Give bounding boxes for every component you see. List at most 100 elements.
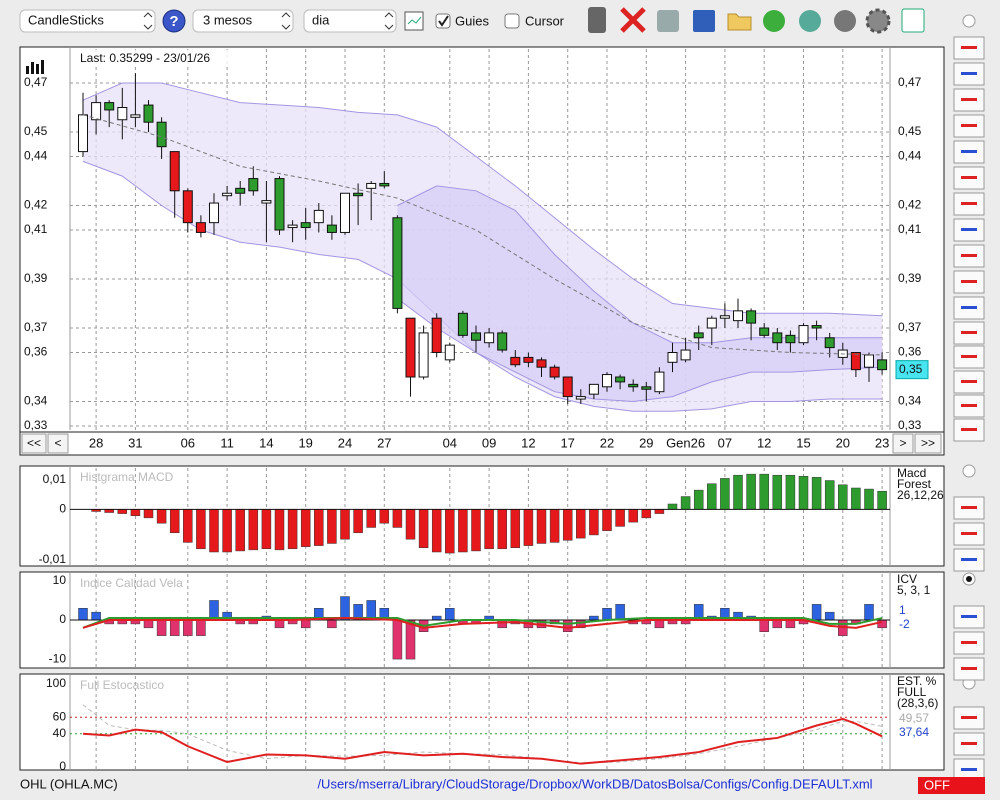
tool-glyph (961, 254, 977, 257)
bar (811, 604, 822, 621)
bar (589, 509, 599, 536)
indicator-line (82, 617, 883, 629)
candle-body (405, 317, 416, 378)
bar (562, 509, 573, 541)
y-tick-label: 0,45 (24, 124, 48, 138)
select-arrow (143, 12, 153, 30)
state-badge[interactable] (918, 777, 985, 794)
interval-select[interactable] (303, 9, 397, 33)
bar (838, 484, 848, 510)
candle-body (340, 192, 350, 233)
nav-button[interactable] (21, 433, 47, 454)
candle-body (326, 224, 337, 233)
open-icon[interactable] (727, 13, 752, 31)
bar (785, 474, 796, 510)
x-tick-label: 27 (377, 435, 391, 450)
bar (864, 488, 874, 510)
bar (183, 619, 193, 636)
bar (785, 619, 796, 629)
bar (353, 509, 363, 534)
x-tick-label: 07 (718, 435, 732, 450)
candle-body (654, 371, 665, 393)
period-select[interactable] (192, 9, 294, 33)
candle-body (693, 332, 704, 339)
bar (91, 611, 101, 621)
bar (196, 509, 206, 550)
currency-icon[interactable] (834, 10, 856, 32)
y-tick-label: 40 (53, 726, 67, 740)
panel (19, 673, 945, 771)
candle-body (746, 310, 757, 324)
bar (536, 509, 547, 544)
x-tick-label: 20 (836, 435, 850, 450)
y-tick-label-right: 0,37 (898, 320, 922, 334)
calendar-icon[interactable] (901, 8, 925, 33)
chart-type-select[interactable] (19, 9, 156, 33)
candle-body (392, 217, 403, 309)
bar (235, 509, 245, 552)
bar (327, 619, 337, 629)
tool-glyph (961, 228, 977, 231)
sync-icon[interactable] (799, 10, 821, 32)
y-tick-label: 0 (59, 502, 66, 516)
logo-bar (31, 62, 34, 74)
bar (261, 509, 272, 550)
y-tick-label: -0,01 (39, 552, 67, 566)
bar (418, 509, 429, 548)
y-tick-label: 0,01 (43, 472, 67, 486)
candle-body (78, 114, 88, 153)
bar (471, 509, 481, 552)
bar (274, 509, 285, 551)
print-icon[interactable] (657, 10, 679, 32)
refresh-icon[interactable] (763, 10, 785, 32)
radio[interactable] (962, 14, 976, 28)
logo-bar (41, 60, 44, 74)
tool-glyph (961, 380, 977, 383)
bar (746, 473, 756, 510)
candle-body (274, 178, 285, 231)
candle-body (733, 310, 743, 322)
x-tick-label: 12 (757, 435, 771, 450)
nav-button[interactable] (914, 433, 942, 454)
bar (720, 478, 730, 510)
panel-title: Histgrama MACD (80, 470, 174, 484)
settings-icon[interactable] (865, 8, 891, 34)
y-tick-label: 0 (59, 612, 66, 626)
y-tick-label-right: 0,39 (898, 271, 922, 285)
save-icon[interactable] (693, 10, 715, 32)
delete-icon[interactable] (620, 7, 646, 33)
candle-body (444, 344, 455, 361)
candle-body (418, 332, 429, 378)
bar (300, 509, 311, 547)
bar (693, 489, 704, 510)
y-tick-label: 60 (53, 709, 67, 723)
last-price: 0,35 (899, 362, 923, 376)
bar (431, 615, 442, 621)
indicator-line (82, 114, 883, 356)
help-button[interactable] (162, 9, 186, 33)
bar (772, 619, 783, 629)
bar (733, 474, 743, 510)
candle-body (182, 190, 193, 224)
x-tick-label: 06 (181, 435, 195, 450)
cursor-checkbox[interactable] (504, 13, 520, 29)
trash-icon[interactable] (588, 7, 606, 33)
y-tick-label: 0,44 (24, 149, 48, 163)
candle-body (313, 209, 324, 224)
nav-button[interactable] (47, 433, 69, 454)
bar (156, 619, 167, 636)
candle-body (222, 192, 233, 197)
chart-icon-line (407, 16, 422, 25)
nav-button[interactable] (892, 433, 914, 454)
y-tick-label-right: 0,36 (898, 345, 922, 359)
candle-body (169, 151, 180, 192)
guides-label: Guies (455, 13, 489, 28)
config-path: /Users/mserra/Library/CloudStorage/Dropb… (317, 776, 872, 791)
y-tick-label: 0,33 (24, 418, 48, 432)
x-tick-label: 12 (521, 435, 535, 450)
tool-glyph (961, 331, 977, 334)
panel-title: Indice Calidad Vela (80, 576, 183, 590)
radio[interactable] (962, 464, 976, 478)
tool-glyph (961, 615, 977, 618)
candle-body (484, 332, 495, 344)
